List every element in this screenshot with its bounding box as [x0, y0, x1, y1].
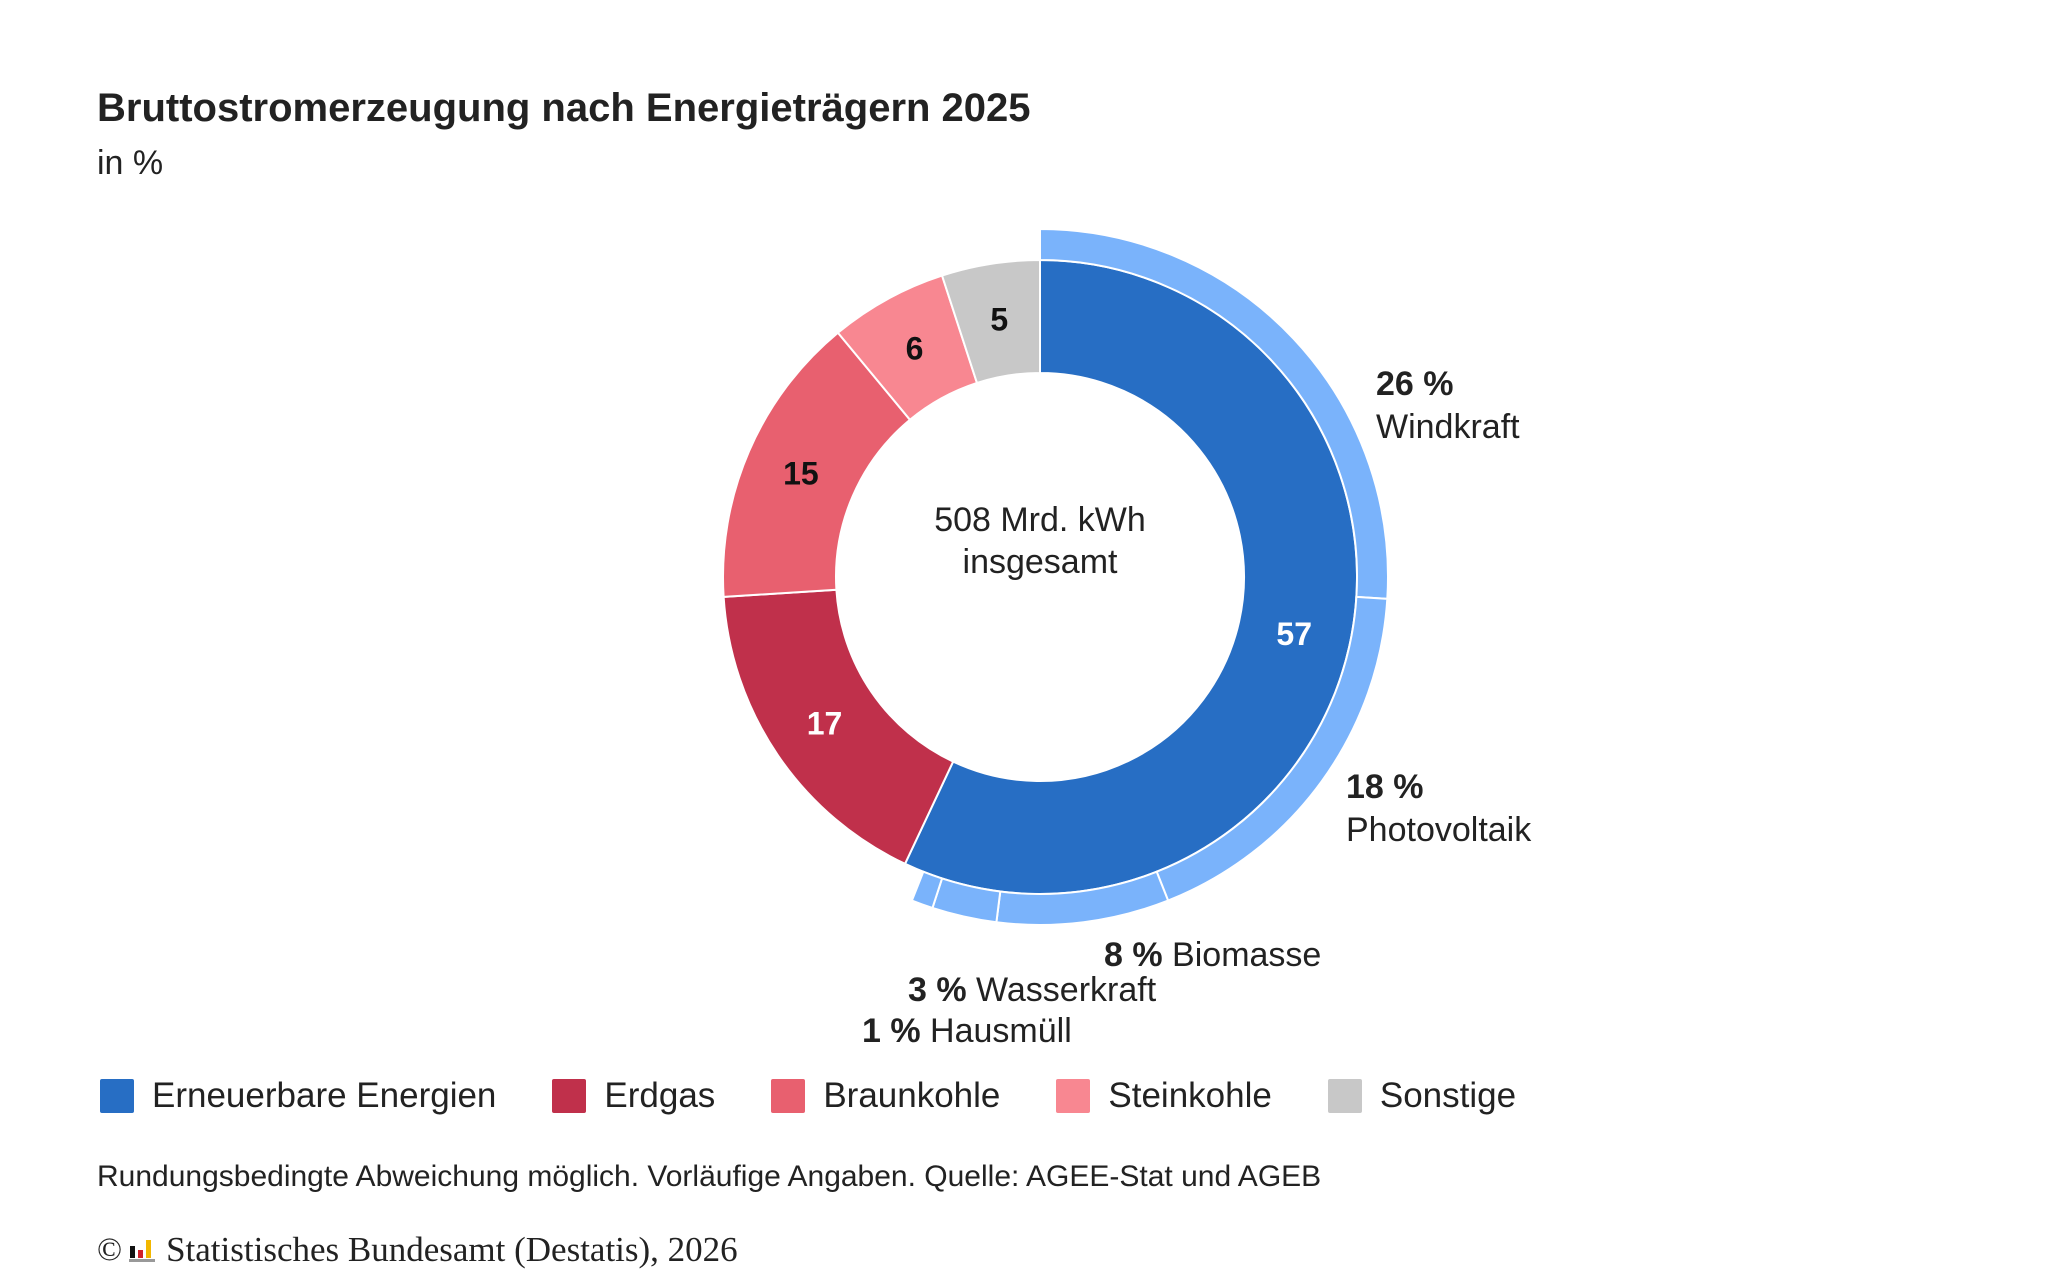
legend-label: Sonstige — [1379, 1076, 1517, 1115]
legend-swatch — [100, 1079, 134, 1113]
ring-label-windkraft: Windkraft — [1376, 408, 1520, 446]
center-total-label: 508 Mrd. kWh — [934, 501, 1146, 539]
legend-item-erneuerbare-energien: Erneuerbare Energien — [100, 1076, 496, 1116]
legend-label: Steinkohle — [1108, 1076, 1272, 1115]
legend-item-steinkohle: Steinkohle — [1056, 1076, 1272, 1116]
legend-swatch — [552, 1079, 587, 1113]
ring-value-photovoltaik: 18 % — [1346, 768, 1424, 806]
outer-ring — [910, 227, 1389, 927]
slice-label-steinkohle: 6 — [906, 331, 924, 367]
slice-label-erneuerbare-energien: 57 — [1276, 616, 1312, 652]
legend-swatch — [1327, 1079, 1362, 1113]
legend: Erneuerbare Energien Erdgas Braunkohle Stei… — [100, 1076, 1572, 1116]
legend-item-erdgas: Erdgas — [552, 1076, 715, 1116]
ring-label-biomasse: 8 % Biomasse — [1104, 936, 1321, 974]
legend-label: Erdgas — [604, 1076, 716, 1115]
legend-swatch — [771, 1079, 806, 1113]
slice-sonstige — [940, 258, 1041, 385]
destatis-logo-icon — [129, 1240, 156, 1262]
legend-swatch — [1056, 1079, 1091, 1113]
ring-segment-hausmuell — [910, 870, 944, 910]
chart-title: Bruttostromerzeugung nach Energieträgern… — [97, 86, 1031, 130]
copyright-symbol: © — [97, 1231, 123, 1268]
ring-value-wasserkraft: 3 % — [908, 971, 976, 1009]
ring-label-wasserkraft: 3 % Wasserkraft — [908, 971, 1157, 1009]
ring-label-hausmuell: 1 % Hausmüll — [862, 1012, 1072, 1050]
legend-item-braunkohle: Braunkohle — [771, 1076, 1000, 1116]
footnote: Rundungsbedingte Abweichung möglich. Vor… — [97, 1160, 1322, 1193]
center-total-sublabel: insgesamt — [963, 543, 1119, 581]
legend-label: Braunkohle — [823, 1076, 1001, 1115]
ring-value-hausmuell: 1 % — [862, 1012, 930, 1050]
ring-value-biomasse: 8 % — [1104, 936, 1172, 974]
outer-labels: 26 % Windkraft 18 % Photovoltaik 8 % Biomass… — [862, 365, 1532, 1050]
slice-label-erdgas: 17 — [807, 705, 843, 741]
donut-chart: 57 17 15 6 5 26 % Windkraft 18 % Photovoltaik 8 … — [722, 227, 1532, 1050]
inner-ring — [722, 258, 1358, 895]
legend-item-sonstige: Sonstige — [1327, 1076, 1517, 1116]
legend-label: Erneuerbare Energien — [152, 1076, 497, 1115]
ring-value-windkraft: 26 % — [1376, 365, 1454, 403]
chart-subtitle: in % — [97, 144, 164, 182]
ring-label-photovoltaik: Photovoltaik — [1346, 811, 1532, 849]
copyright-text: Statistisches Bundesamt (Destatis), 2026 — [166, 1230, 738, 1269]
copyright-line: © Statistisches Bundesamt (Destatis), 20… — [97, 1230, 738, 1270]
slice-label-sonstige: 5 — [990, 302, 1008, 338]
inner-labels: 57 17 15 6 5 — [783, 302, 1312, 742]
slice-label-braunkohle: 15 — [783, 456, 819, 492]
